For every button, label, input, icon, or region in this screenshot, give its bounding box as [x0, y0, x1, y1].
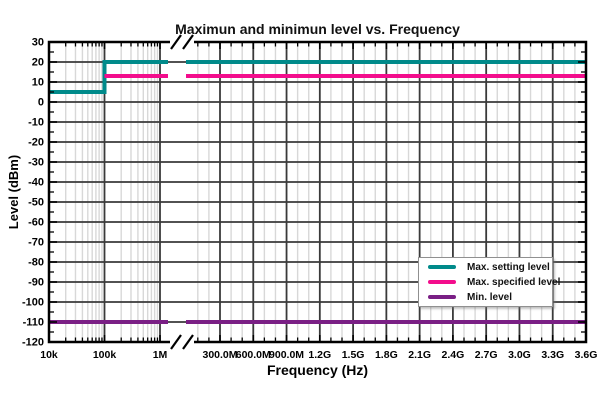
svg-text:1.2G: 1.2G	[308, 349, 331, 361]
svg-text:20: 20	[32, 57, 44, 69]
svg-text:-70: -70	[28, 237, 44, 249]
svg-text:1.8G: 1.8G	[375, 349, 398, 361]
svg-text:-20: -20	[28, 137, 44, 149]
svg-text:3.3G: 3.3G	[541, 349, 564, 361]
svg-text:900.0M: 900.0M	[269, 349, 304, 361]
legend-line-swatch	[428, 265, 456, 269]
svg-text:-110: -110	[23, 317, 44, 329]
svg-text:-40: -40	[28, 177, 44, 189]
legend-label: Min. level	[467, 291, 513, 303]
svg-text:10k: 10k	[40, 349, 58, 361]
svg-text:0: 0	[38, 97, 44, 109]
svg-text:1.5G: 1.5G	[342, 349, 365, 361]
x-axis-title: Frequency (Hz)	[266, 362, 369, 378]
legend-line-swatch	[428, 280, 456, 284]
svg-text:600.0M: 600.0M	[236, 349, 271, 361]
svg-text:30: 30	[32, 37, 44, 49]
legend-item-max-specified-level: Max. specified level	[419, 275, 560, 289]
axis-ticks	[50, 43, 585, 341]
svg-text:-100: -100	[22, 297, 44, 309]
svg-text:2.4G: 2.4G	[442, 349, 465, 361]
svg-text:300.0M: 300.0M	[202, 349, 237, 361]
svg-text:3.6G: 3.6G	[575, 349, 598, 361]
svg-text:-80: -80	[28, 257, 44, 269]
svg-text:-50: -50	[28, 197, 44, 209]
axis-break-marks	[170, 34, 194, 350]
legend-label: Max. specified level	[467, 276, 561, 288]
svg-text:2.1G: 2.1G	[408, 349, 431, 361]
legend: Max. setting level Max. specified level Mi…	[418, 257, 560, 307]
svg-text:100k: 100k	[93, 349, 117, 361]
svg-text:3.0G: 3.0G	[508, 349, 531, 361]
legend-label: Max. setting level	[467, 261, 550, 273]
svg-text:-10: -10	[28, 117, 44, 129]
axis-frame	[47, 40, 588, 344]
svg-text:10: 10	[32, 77, 44, 89]
legend-line-swatch	[428, 295, 456, 299]
y-tick-labels: 30 20 10 0 -10 -20 -30 -40 -50 -60 -70 -80 -90 -100 -1…	[22, 37, 44, 349]
svg-text:-30: -30	[28, 157, 44, 169]
svg-text:1M: 1M	[153, 349, 168, 361]
svg-text:-60: -60	[28, 217, 44, 229]
chart-title: Maximun and minimun level vs. Frequency	[175, 21, 460, 37]
svg-text:-120: -120	[22, 337, 44, 349]
legend-item-min-level: Min. level	[419, 290, 552, 304]
svg-text:-90: -90	[28, 277, 44, 289]
legend-item-max-setting-level: Max. setting level	[419, 260, 552, 274]
y-axis-title: Level (dBm)	[6, 154, 21, 230]
svg-text:2.7G: 2.7G	[475, 349, 498, 361]
